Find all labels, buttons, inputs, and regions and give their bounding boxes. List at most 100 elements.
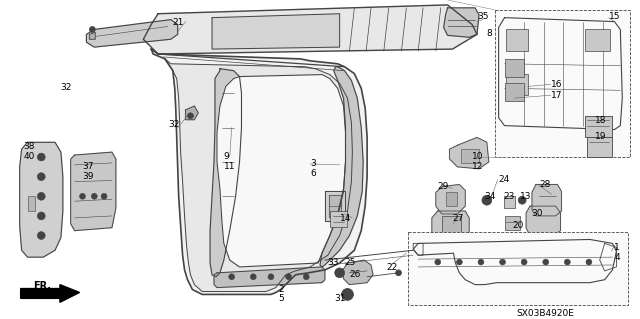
Bar: [504, 84, 524, 101]
Circle shape: [268, 274, 274, 280]
Bar: [442, 216, 461, 238]
Text: 24: 24: [499, 175, 510, 184]
Circle shape: [37, 153, 45, 161]
Polygon shape: [449, 137, 489, 169]
Text: 9: 9: [224, 152, 230, 161]
Polygon shape: [20, 285, 79, 302]
Polygon shape: [214, 267, 325, 287]
Text: 8: 8: [487, 29, 493, 39]
Circle shape: [518, 196, 526, 204]
Text: 25: 25: [344, 258, 356, 267]
Polygon shape: [186, 106, 198, 120]
Bar: [506, 74, 528, 95]
Text: 31: 31: [335, 294, 346, 303]
Circle shape: [303, 274, 309, 280]
Text: 4: 4: [614, 253, 620, 262]
Text: 29: 29: [438, 182, 449, 190]
Text: 14: 14: [340, 214, 351, 223]
Polygon shape: [70, 152, 116, 231]
Polygon shape: [165, 59, 353, 292]
Circle shape: [37, 232, 45, 240]
Bar: [504, 196, 515, 208]
Circle shape: [79, 193, 85, 199]
Circle shape: [37, 212, 45, 220]
Text: 3: 3: [310, 159, 316, 168]
Polygon shape: [600, 243, 616, 271]
Text: 11: 11: [224, 162, 236, 171]
Polygon shape: [413, 243, 423, 255]
Bar: [585, 29, 609, 51]
Circle shape: [344, 292, 351, 297]
Text: 33: 33: [327, 258, 339, 267]
Circle shape: [482, 195, 492, 205]
Text: 17: 17: [550, 91, 562, 100]
Text: 15: 15: [609, 12, 620, 21]
Bar: [504, 216, 520, 230]
Polygon shape: [532, 184, 561, 216]
Polygon shape: [20, 142, 63, 257]
Bar: [504, 59, 524, 77]
Polygon shape: [526, 206, 561, 235]
Bar: [587, 137, 612, 157]
Text: 32: 32: [168, 120, 179, 129]
Text: 34: 34: [484, 192, 495, 201]
Polygon shape: [329, 195, 340, 217]
Circle shape: [543, 259, 548, 265]
Text: 37: 37: [83, 162, 94, 171]
Polygon shape: [320, 67, 363, 267]
Circle shape: [101, 193, 107, 199]
Text: 16: 16: [550, 80, 562, 89]
Circle shape: [37, 173, 45, 181]
Text: 38: 38: [24, 142, 35, 151]
Text: 5: 5: [279, 294, 285, 303]
Bar: [408, 232, 628, 305]
Polygon shape: [86, 20, 178, 47]
Text: 21: 21: [172, 18, 184, 27]
Text: 35: 35: [477, 12, 488, 21]
Polygon shape: [436, 184, 465, 214]
Polygon shape: [413, 240, 616, 285]
Circle shape: [396, 270, 401, 276]
Circle shape: [37, 192, 45, 200]
Text: 22: 22: [387, 263, 398, 272]
Text: 39: 39: [83, 172, 94, 181]
Polygon shape: [444, 8, 479, 37]
Circle shape: [335, 268, 344, 278]
Polygon shape: [344, 260, 373, 285]
Bar: [330, 211, 348, 227]
Polygon shape: [210, 69, 241, 277]
Bar: [461, 149, 479, 163]
Text: FR.: FR.: [33, 281, 51, 291]
Polygon shape: [217, 75, 346, 267]
Bar: [495, 10, 630, 157]
Polygon shape: [143, 5, 477, 54]
Circle shape: [90, 26, 95, 33]
Circle shape: [435, 259, 441, 265]
Text: 30: 30: [531, 209, 543, 218]
Circle shape: [521, 259, 527, 265]
Bar: [445, 192, 458, 206]
Text: 1: 1: [614, 243, 620, 252]
Polygon shape: [325, 191, 344, 221]
Circle shape: [456, 259, 462, 265]
Circle shape: [228, 274, 235, 280]
Text: 23: 23: [504, 192, 515, 201]
Circle shape: [250, 274, 256, 280]
Bar: [506, 29, 528, 51]
Text: 13: 13: [520, 192, 532, 201]
Bar: [28, 196, 35, 211]
Circle shape: [586, 259, 592, 265]
Text: 6: 6: [310, 169, 316, 178]
Polygon shape: [212, 14, 340, 49]
Circle shape: [188, 113, 193, 119]
Text: 10: 10: [472, 152, 484, 161]
Circle shape: [342, 289, 353, 300]
Text: 20: 20: [513, 221, 524, 230]
Circle shape: [500, 259, 506, 265]
Polygon shape: [151, 49, 367, 294]
Circle shape: [484, 198, 490, 203]
Polygon shape: [432, 211, 469, 243]
Circle shape: [285, 274, 292, 280]
Text: 18: 18: [595, 116, 606, 125]
Text: 32: 32: [60, 84, 71, 93]
